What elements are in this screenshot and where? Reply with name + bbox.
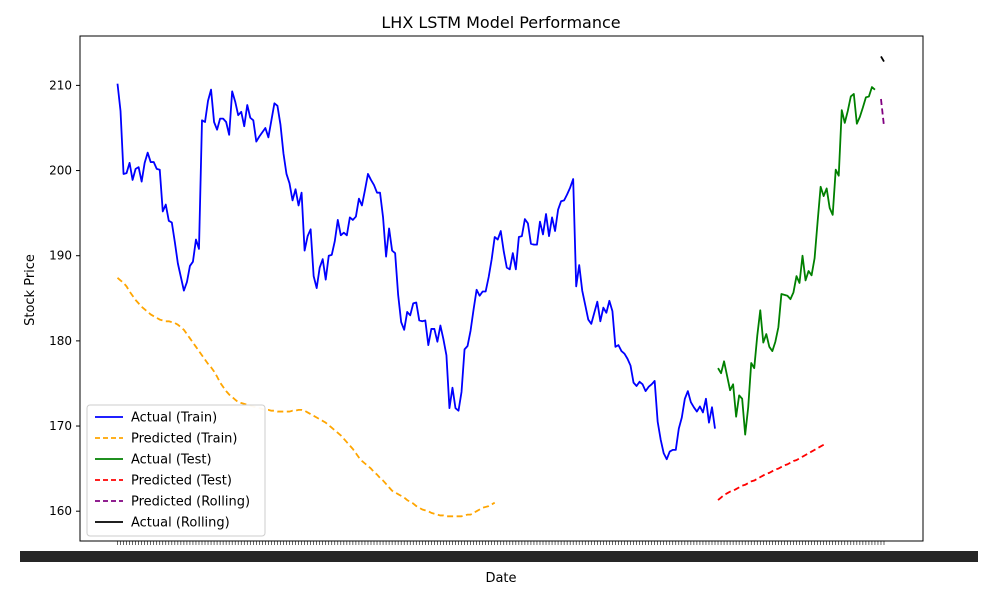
- legend-label: Predicted (Train): [131, 432, 238, 447]
- chart-title: LHX LSTM Model Performance: [381, 13, 620, 32]
- series-line-predicted-train: [116, 277, 496, 518]
- legend-label: Actual (Rolling): [131, 516, 230, 531]
- legend-label: Actual (Train): [131, 411, 217, 426]
- series-line-predicted-test: [717, 442, 828, 501]
- x-tick-labels-band: [20, 551, 978, 562]
- y-axis: 160 170 180 190 200 210: [49, 78, 80, 518]
- plot-frame: [79, 35, 924, 542]
- series-line-actual-test: [717, 86, 876, 436]
- plot-area: [116, 55, 885, 518]
- x-axis: [20, 541, 978, 562]
- y-tick-label: 170: [49, 419, 72, 433]
- y-tick-label: 200: [49, 164, 72, 178]
- y-tick-label: 160: [49, 504, 72, 518]
- y-tick-label: 190: [49, 249, 72, 263]
- y-axis-label: Stock Price: [23, 254, 38, 326]
- y-tick-label: 180: [49, 334, 72, 348]
- legend-label: Actual (Test): [131, 453, 212, 468]
- series-line-predicted-rolling: [880, 98, 885, 127]
- series-line-actual-rolling: [880, 55, 885, 63]
- series-line-actual-train: [116, 83, 716, 461]
- x-axis-label: Date: [485, 571, 516, 586]
- legend-box: [86, 404, 266, 537]
- y-tick-label: 210: [49, 78, 72, 92]
- legend-label: Predicted (Rolling): [131, 495, 250, 510]
- legend-label: Predicted (Test): [131, 474, 232, 489]
- legend: Actual (Train) Predicted (Train) Actual (T…: [86, 404, 266, 537]
